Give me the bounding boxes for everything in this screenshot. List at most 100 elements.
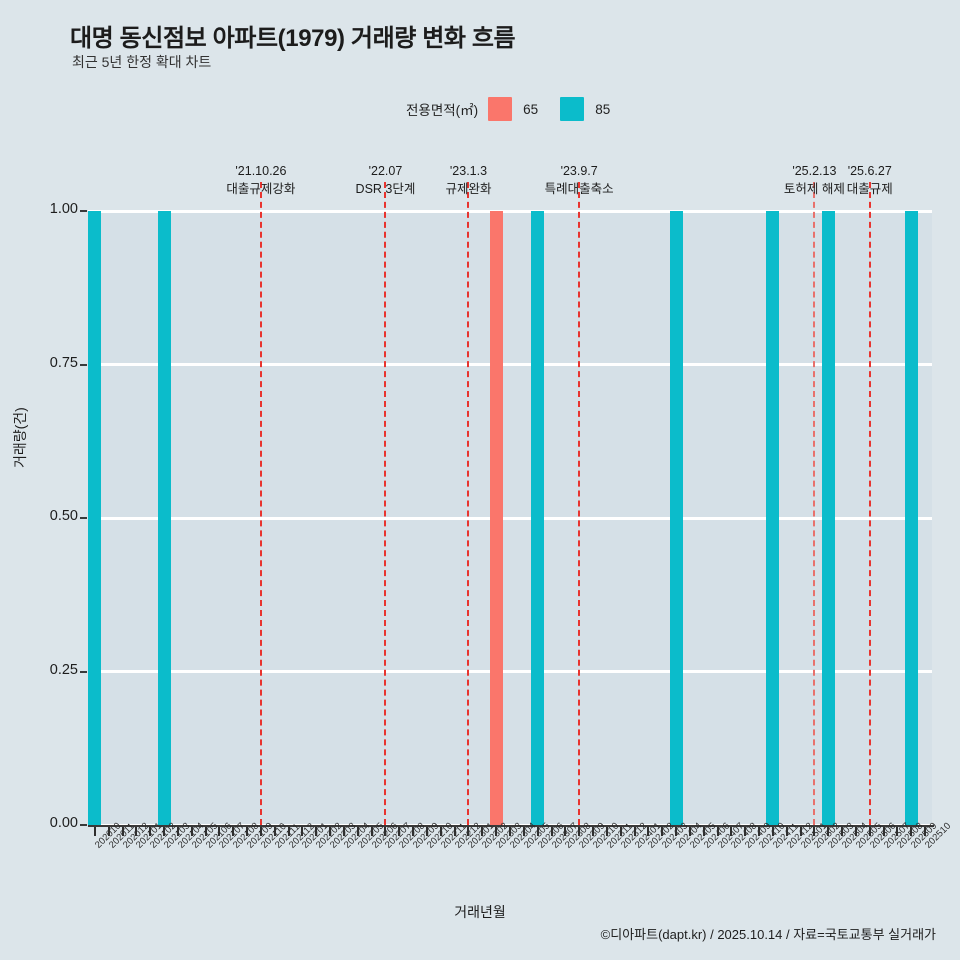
x-tick-mark: [633, 827, 636, 836]
x-tick-mark: [730, 827, 733, 836]
x-axis-label: 거래년월: [454, 904, 506, 920]
annotation-date: '21.10.26: [235, 164, 287, 178]
annotation-text: 규제완화: [445, 182, 492, 197]
x-tick-mark: [854, 827, 857, 836]
bar-85-202306[interactable]: [531, 211, 545, 825]
x-tick-mark: [771, 827, 774, 836]
x-tick-mark: [688, 827, 691, 836]
x-tick-mark: [259, 827, 262, 836]
x-axis-line: [88, 825, 934, 827]
x-tick-mark: [702, 827, 705, 836]
x-tick-mark: [176, 827, 179, 836]
x-tick-mark: [827, 827, 830, 836]
chart-title: 대명 동신점보 아파트(1979) 거래량 변화 흐름: [70, 25, 516, 52]
y-tick-label: 1.00: [49, 201, 78, 217]
x-tick-mark: [592, 827, 595, 836]
x-tick-mark: [910, 827, 913, 836]
annotation-text: 대출규제강화: [226, 182, 296, 197]
x-tick-mark: [246, 827, 249, 836]
annotation-line-202506: [868, 182, 871, 825]
x-tick-mark: [536, 827, 539, 836]
legend-label-65: 65: [523, 101, 539, 117]
x-tick-mark: [522, 827, 525, 836]
annotation-label-202301: '23.1.3 규제완화: [408, 162, 528, 198]
x-tick-mark: [163, 827, 166, 836]
annotation-label-202506: '25.6.27 대출규제: [810, 162, 930, 198]
y-tick-mark: [80, 670, 87, 673]
x-tick-mark: [578, 827, 581, 836]
bar-85-202411[interactable]: [766, 211, 780, 825]
x-tick-mark: [204, 827, 207, 836]
x-tick-mark: [716, 827, 719, 836]
x-tick-mark: [481, 827, 484, 836]
y-tick-mark: [80, 824, 87, 826]
bar-85-202103[interactable]: [157, 211, 171, 825]
annotation-date: '25.6.27: [847, 164, 892, 178]
x-tick-mark: [412, 827, 415, 836]
annotation-line-202502: [813, 182, 816, 825]
legend-title: 전용면적(㎡): [406, 103, 479, 118]
annotation-line-202110: [259, 182, 262, 825]
x-tick-mark: [882, 827, 885, 836]
x-tick-mark: [342, 827, 345, 836]
x-tick-mark: [550, 827, 553, 836]
x-tick-mark: [439, 827, 442, 836]
x-tick-mark: [287, 827, 290, 836]
x-tick-mark: [301, 827, 304, 836]
x-tick-mark: [758, 827, 761, 836]
x-tick-mark: [647, 827, 650, 836]
x-tick-mark: [121, 827, 124, 836]
bar-85-202509[interactable]: [904, 211, 918, 825]
annotation-line-202207: [384, 182, 387, 825]
y-tick-label: 0.50: [49, 508, 78, 524]
x-tick-mark: [315, 827, 318, 836]
y-tick-mark: [80, 210, 87, 212]
annotation-line-202309: [578, 182, 581, 825]
x-tick-mark: [356, 827, 359, 836]
x-tick-mark: [329, 827, 332, 836]
y-tick-mark: [80, 517, 87, 519]
gridline: [88, 363, 932, 366]
x-tick-mark: [675, 827, 678, 836]
x-tick-mark: [107, 827, 110, 836]
legend-label-85: 85: [595, 101, 611, 117]
bar-85-202404[interactable]: [669, 211, 683, 825]
annotation-date: '23.9.7: [560, 164, 598, 178]
x-tick-mark: [605, 827, 608, 836]
gridline: [88, 209, 932, 213]
x-tick-mark: [896, 827, 899, 836]
x-tick-mark: [149, 827, 152, 836]
annotation-label-202110: '21.10.26 대출규제강화: [201, 162, 321, 198]
bar-85-202010[interactable]: [88, 211, 102, 825]
x-tick-mark: [799, 827, 802, 836]
annotation-line-202301: [467, 182, 470, 825]
x-tick-mark: [785, 827, 788, 836]
x-tick-mark: [135, 827, 138, 836]
x-tick-mark: [190, 827, 193, 836]
x-tick-mark: [813, 827, 816, 836]
x-tick-mark: [273, 827, 276, 836]
y-tick-label: 0.75: [49, 354, 78, 371]
annotation-label-202309: '23.9.7 특례대출축소: [519, 162, 639, 198]
x-tick-mark: [467, 827, 470, 836]
plot-area: [88, 209, 932, 827]
legend-swatch-85[interactable]: [560, 97, 585, 121]
annotation-text: 특례대출축소: [544, 182, 614, 197]
legend-swatch-65[interactable]: [488, 97, 513, 121]
bar-65-202303[interactable]: [489, 211, 503, 825]
annotation-label-202502: '25.2.13 토허제 해제: [754, 162, 874, 198]
bar-85-202503[interactable]: [821, 211, 835, 825]
x-tick-mark: [924, 827, 927, 836]
x-tick-mark: [841, 827, 844, 836]
x-tick-mark: [868, 827, 871, 836]
x-tick-mark: [619, 827, 622, 836]
y-tick-mark: [80, 363, 87, 366]
x-tick-mark: [744, 827, 747, 836]
x-tick-mark: [384, 827, 387, 836]
chart-legend: 전용면적(㎡) 65 85: [406, 97, 610, 121]
x-tick-mark: [564, 827, 567, 836]
y-tick-label: 0.00: [49, 815, 78, 831]
gridline: [88, 516, 932, 520]
annotation-date: '23.1.3: [449, 164, 488, 178]
